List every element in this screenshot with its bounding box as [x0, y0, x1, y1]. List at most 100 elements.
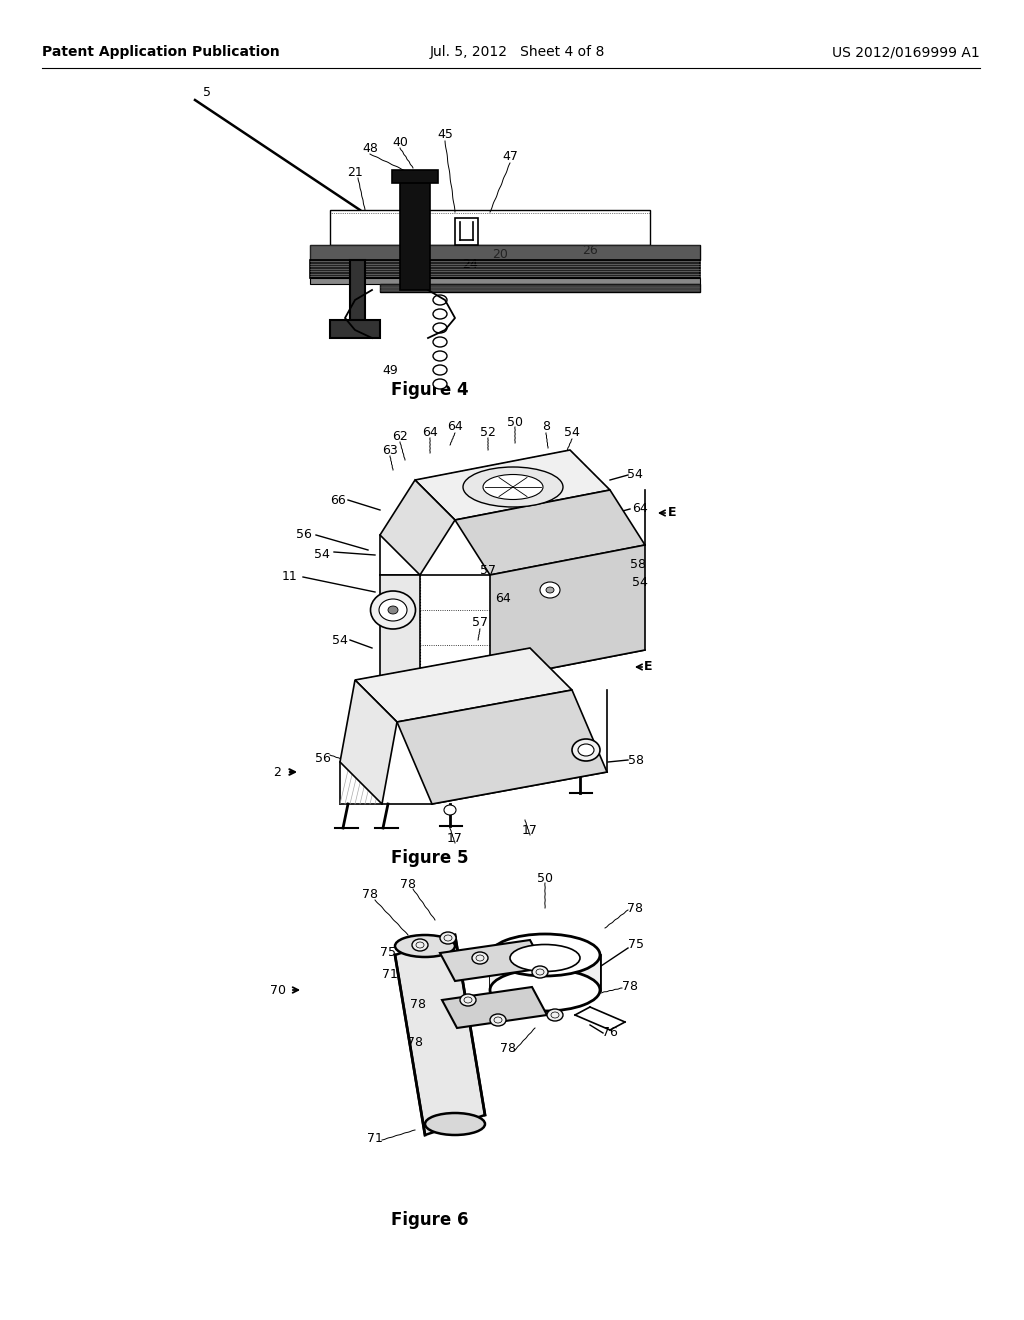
Ellipse shape: [379, 599, 407, 620]
Polygon shape: [392, 170, 438, 183]
Text: 54: 54: [632, 576, 648, 589]
Text: 64: 64: [447, 421, 463, 433]
Text: 26: 26: [582, 243, 598, 256]
Polygon shape: [330, 210, 650, 246]
Ellipse shape: [433, 323, 447, 333]
Text: E: E: [668, 507, 676, 520]
Polygon shape: [440, 940, 545, 981]
Ellipse shape: [433, 366, 447, 375]
Text: 78: 78: [410, 998, 426, 1011]
Polygon shape: [442, 987, 547, 1028]
Polygon shape: [395, 935, 485, 1135]
Text: 71: 71: [382, 968, 398, 981]
Polygon shape: [455, 490, 645, 576]
Ellipse shape: [463, 467, 563, 507]
Text: 50: 50: [507, 416, 523, 429]
Text: 75: 75: [628, 939, 644, 952]
Text: 62: 62: [392, 429, 408, 442]
Text: 78: 78: [500, 1041, 516, 1055]
Ellipse shape: [433, 379, 447, 389]
Polygon shape: [490, 545, 645, 680]
Ellipse shape: [490, 1014, 506, 1026]
Polygon shape: [340, 680, 397, 804]
Text: 50: 50: [537, 871, 553, 884]
Text: 11: 11: [283, 570, 298, 583]
Polygon shape: [397, 690, 607, 804]
Ellipse shape: [433, 309, 447, 319]
Text: 76: 76: [602, 1027, 617, 1040]
Text: 58: 58: [630, 558, 646, 572]
Ellipse shape: [572, 739, 600, 762]
Text: 48: 48: [362, 141, 378, 154]
Text: 58: 58: [628, 754, 644, 767]
Ellipse shape: [532, 966, 548, 978]
Text: Figure 5: Figure 5: [391, 849, 469, 867]
Text: 47: 47: [502, 150, 518, 164]
Text: 71: 71: [367, 1131, 383, 1144]
Ellipse shape: [425, 1113, 485, 1135]
Polygon shape: [330, 319, 380, 338]
Text: 78: 78: [622, 981, 638, 994]
Text: 56: 56: [315, 751, 331, 764]
Text: 54: 54: [627, 469, 643, 482]
Text: US 2012/0169999 A1: US 2012/0169999 A1: [833, 45, 980, 59]
Polygon shape: [350, 260, 365, 330]
Text: Patent Application Publication: Patent Application Publication: [42, 45, 280, 59]
Text: 78: 78: [362, 888, 378, 902]
Ellipse shape: [540, 582, 560, 598]
Polygon shape: [490, 954, 600, 990]
Ellipse shape: [490, 935, 600, 975]
Text: 17: 17: [447, 832, 463, 845]
Text: Figure 6: Figure 6: [391, 1210, 469, 1229]
Text: 8: 8: [542, 421, 550, 433]
Text: 78: 78: [400, 878, 416, 891]
Polygon shape: [310, 279, 700, 284]
Ellipse shape: [412, 939, 428, 950]
Ellipse shape: [395, 935, 455, 957]
Text: 20: 20: [493, 248, 508, 261]
Text: 24: 24: [462, 259, 478, 272]
Text: 57: 57: [472, 616, 488, 630]
Text: 54: 54: [564, 426, 580, 440]
Polygon shape: [310, 260, 700, 279]
Polygon shape: [310, 246, 700, 260]
Text: 54: 54: [314, 548, 330, 561]
Text: 2: 2: [273, 766, 281, 779]
Polygon shape: [415, 450, 610, 520]
Ellipse shape: [433, 294, 447, 305]
Ellipse shape: [546, 587, 554, 593]
Text: 40: 40: [392, 136, 408, 149]
Text: Figure 4: Figure 4: [391, 381, 469, 399]
Polygon shape: [380, 576, 420, 680]
Text: 64: 64: [496, 591, 511, 605]
Text: 78: 78: [627, 902, 643, 915]
Text: 56: 56: [296, 528, 312, 541]
Ellipse shape: [578, 744, 594, 756]
Ellipse shape: [547, 1008, 563, 1020]
Text: 54: 54: [332, 634, 348, 647]
Text: 78: 78: [407, 1035, 423, 1048]
Ellipse shape: [388, 606, 398, 614]
Polygon shape: [355, 648, 572, 722]
Ellipse shape: [483, 474, 543, 499]
Ellipse shape: [371, 591, 416, 630]
Ellipse shape: [433, 351, 447, 360]
Text: 49: 49: [382, 363, 398, 376]
Ellipse shape: [490, 969, 600, 1011]
Text: 52: 52: [480, 425, 496, 438]
Ellipse shape: [472, 952, 488, 964]
Text: 5: 5: [203, 87, 211, 99]
Polygon shape: [455, 218, 478, 246]
Text: 17: 17: [522, 824, 538, 837]
Ellipse shape: [510, 945, 580, 972]
Text: 75: 75: [380, 945, 396, 958]
Text: 64: 64: [422, 425, 438, 438]
Text: 45: 45: [437, 128, 453, 141]
Text: 21: 21: [347, 165, 362, 178]
Text: 63: 63: [382, 444, 398, 457]
Text: 66: 66: [330, 494, 346, 507]
Ellipse shape: [460, 994, 476, 1006]
Text: Jul. 5, 2012   Sheet 4 of 8: Jul. 5, 2012 Sheet 4 of 8: [430, 45, 605, 59]
Ellipse shape: [444, 805, 456, 814]
Ellipse shape: [440, 932, 456, 944]
